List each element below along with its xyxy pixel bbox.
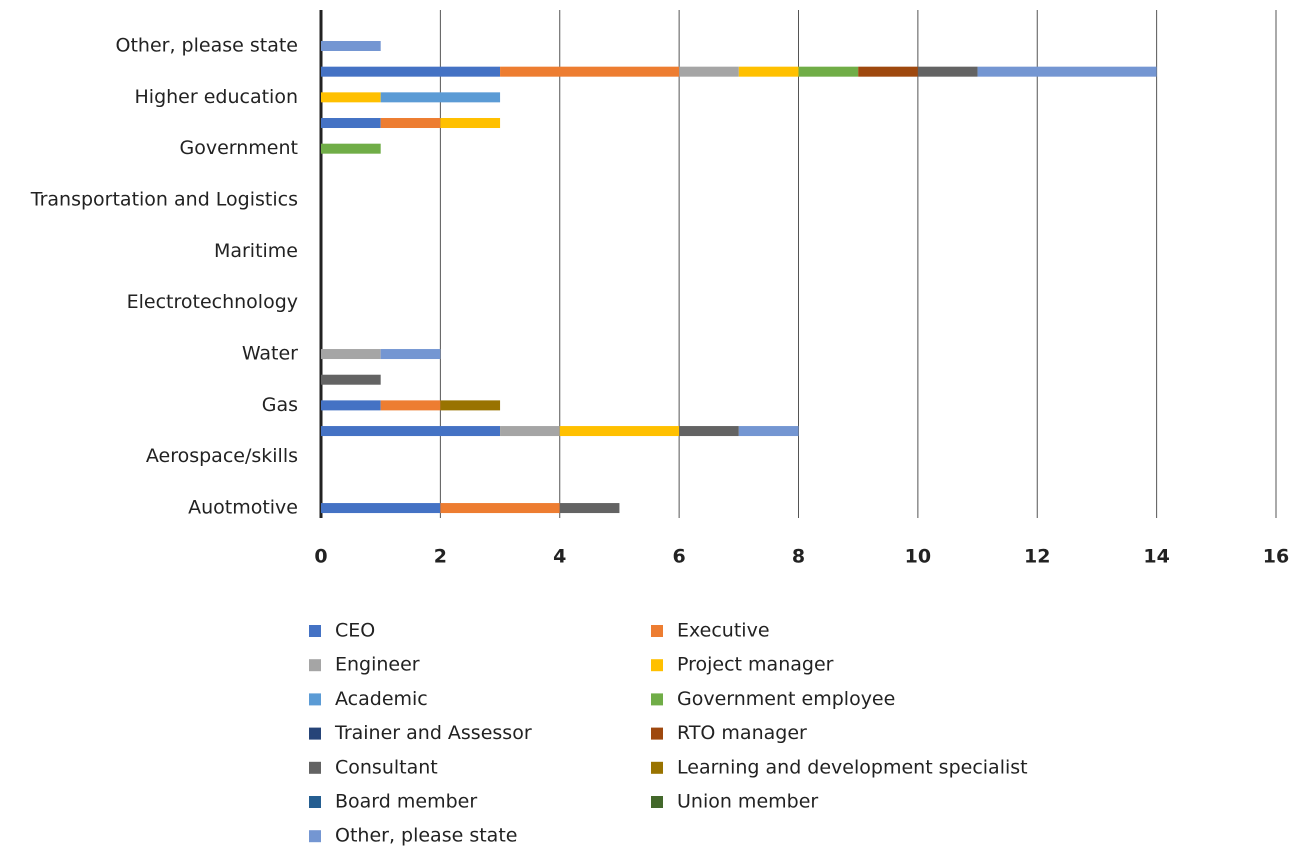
legend-label: Government employee [677,688,895,710]
legend-swatch [309,761,321,774]
legend-label: Consultant [335,756,438,778]
legend-swatch [309,796,321,808]
y-tick-label: Higher education [135,86,299,108]
legend-label: Board member [335,791,477,813]
bar-segment [679,426,739,437]
legend-label: CEO [335,620,375,642]
x-tick-label: 16 [1263,546,1289,568]
bar-segment [559,503,620,514]
legend-label: Other, please state [335,825,517,847]
bar-segment [440,118,501,129]
legend-swatch [651,625,663,637]
bar-segment [440,503,560,514]
bar-segment [440,400,501,411]
x-tick-label: 0 [314,546,327,568]
legend-label: Union member [677,791,818,813]
legend-swatch [651,659,663,672]
legend-swatch [309,693,321,706]
bar-segment [321,374,381,385]
bar-segment [977,66,1157,77]
bar-segment [321,349,381,360]
y-tick-label: Water [242,343,298,365]
x-tick-label: 10 [905,546,931,568]
legend-swatch [651,761,663,774]
legend-swatch [309,727,321,740]
bar-segment [798,66,859,77]
y-tick-label: Electrotechnology [127,291,298,313]
bar-segment [321,143,381,154]
bar-segment [321,66,501,77]
x-tick-label: 2 [434,546,447,568]
bar-segment [380,400,441,411]
bar-segment [500,66,680,77]
bar-segment [321,426,501,437]
y-tick-label: Auotmotive [188,497,298,519]
y-tick-label: Other, please state [116,35,298,57]
bar-segment [380,92,501,103]
bar-segment [679,66,739,77]
bar-segment [380,118,441,129]
bar-segment [321,92,381,103]
legend-swatch [651,693,663,706]
legend-label: Trainer and Assessor [334,722,532,744]
y-tick-label: Aerospace/skills [146,445,298,467]
legend-label: Academic [335,688,428,710]
y-tick-label: Transportation and Logistics [30,189,298,211]
x-tick-label: 8 [792,546,805,568]
bar-segment [738,426,799,437]
legend-swatch [651,796,663,808]
x-tick-label: 12 [1024,546,1050,568]
legend-swatch [309,830,321,843]
legend-label: Engineer [335,654,420,676]
legend-swatch [309,625,321,637]
bar-segment [559,426,680,437]
legend-label: Project manager [677,654,834,676]
bar-segment [321,118,381,129]
bar-segment [500,426,560,437]
x-tick-label: 4 [553,546,566,568]
legend-label: RTO manager [677,722,807,744]
legend-label: Executive [677,620,770,642]
y-tick-label: Maritime [214,240,298,262]
bar-segment [917,66,978,77]
y-tick-label: Government [180,137,299,159]
bar-segment [321,41,381,51]
legend-swatch [651,727,663,740]
bar-segment [858,66,918,77]
bar-segment [321,400,381,411]
bar-segment [321,503,441,514]
bar-segment [738,66,799,77]
y-tick-label: Gas [262,394,298,416]
legend-label: Learning and development specialist [677,756,1028,778]
legend-swatch [309,659,321,672]
x-tick-label: 6 [673,546,686,568]
bar-segment [380,349,441,360]
x-tick-label: 14 [1143,546,1169,568]
